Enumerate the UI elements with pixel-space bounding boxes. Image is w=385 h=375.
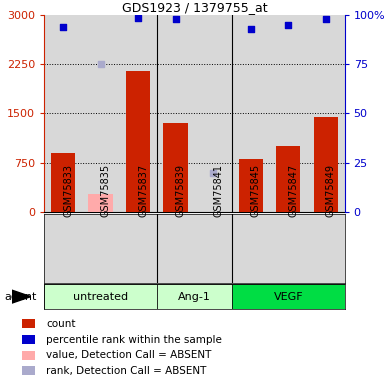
- Text: GSM75849: GSM75849: [326, 164, 336, 217]
- Bar: [119, 214, 157, 283]
- Bar: [22, 335, 35, 344]
- Text: GSM75845: GSM75845: [251, 164, 261, 217]
- Text: GSM75835: GSM75835: [100, 164, 110, 217]
- Bar: [239, 159, 263, 212]
- Bar: [270, 214, 307, 283]
- Bar: [157, 284, 232, 309]
- Point: [210, 170, 216, 176]
- Bar: [51, 153, 75, 212]
- Point: [135, 15, 141, 21]
- Point: [172, 16, 179, 22]
- Text: GSM75833: GSM75833: [63, 164, 73, 217]
- Bar: [22, 319, 35, 328]
- Text: agent: agent: [4, 292, 37, 302]
- Text: Ang-1: Ang-1: [178, 292, 211, 302]
- Bar: [82, 15, 119, 212]
- Bar: [314, 117, 338, 212]
- Bar: [119, 15, 157, 212]
- Text: value, Detection Call = ABSENT: value, Detection Call = ABSENT: [46, 350, 212, 360]
- Bar: [276, 146, 300, 212]
- Bar: [157, 15, 194, 212]
- Bar: [232, 214, 270, 283]
- Bar: [164, 123, 188, 212]
- Text: GSM75847: GSM75847: [288, 164, 298, 217]
- Bar: [22, 366, 35, 375]
- Bar: [307, 15, 345, 212]
- Bar: [157, 214, 194, 283]
- Bar: [82, 214, 119, 283]
- Bar: [44, 15, 82, 212]
- Polygon shape: [12, 290, 31, 303]
- Text: count: count: [46, 319, 76, 329]
- Text: VEGF: VEGF: [273, 292, 303, 302]
- Bar: [307, 214, 345, 283]
- Bar: [89, 194, 113, 212]
- Point: [97, 61, 104, 67]
- Bar: [232, 284, 345, 309]
- Point: [60, 24, 66, 30]
- Bar: [44, 284, 157, 309]
- Point: [323, 16, 329, 22]
- Title: GDS1923 / 1379755_at: GDS1923 / 1379755_at: [122, 1, 267, 14]
- Bar: [232, 15, 270, 212]
- Bar: [194, 15, 232, 212]
- Bar: [270, 15, 307, 212]
- Point: [248, 26, 254, 33]
- Bar: [126, 71, 150, 212]
- Text: GSM75841: GSM75841: [213, 164, 223, 217]
- Text: GSM75839: GSM75839: [176, 164, 186, 217]
- Point: [285, 22, 291, 28]
- Bar: [22, 351, 35, 360]
- Text: percentile rank within the sample: percentile rank within the sample: [46, 334, 222, 345]
- Bar: [194, 214, 232, 283]
- Text: GSM75837: GSM75837: [138, 164, 148, 217]
- Text: untreated: untreated: [73, 292, 128, 302]
- Bar: [44, 214, 82, 283]
- Text: rank, Detection Call = ABSENT: rank, Detection Call = ABSENT: [46, 366, 207, 375]
